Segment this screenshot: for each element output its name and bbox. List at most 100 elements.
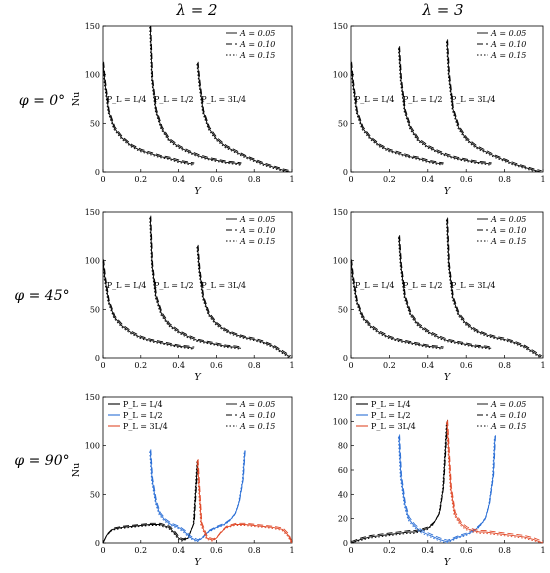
- series-legend-label: P_L = L/4: [123, 400, 163, 409]
- x-axis-label: Y: [444, 186, 452, 197]
- row-title-phi-0: φ = 0°: [19, 93, 65, 109]
- x-tick-label: 0.2: [383, 361, 396, 370]
- series-line-3-style-1: [197, 460, 293, 544]
- curve-annotation: P_L = 3L/4: [201, 281, 246, 290]
- y-tick-label: 50: [338, 119, 348, 128]
- x-tick-label: 0.6: [210, 175, 223, 184]
- row-title-phi-90: φ = 90°: [14, 453, 69, 469]
- y-tick-label: 50: [90, 119, 100, 128]
- x-tick-label: 0: [100, 546, 105, 555]
- y-tick-label: 80: [338, 442, 348, 451]
- series-line-3-style-2: [197, 61, 291, 172]
- x-tick-label: 1: [540, 175, 545, 184]
- series-line-1-style-1: [350, 260, 444, 349]
- series-line-1-style-2: [351, 61, 444, 164]
- y-tick-label: 100: [333, 257, 348, 266]
- legend-label: A = 0.10: [239, 40, 275, 49]
- plot-frame: [350, 211, 544, 359]
- plot-frame: [102, 25, 293, 173]
- curve-annotation: P_L = L/4: [107, 95, 147, 104]
- legend-label: A = 0.05: [239, 400, 275, 409]
- y-tick-label: 50: [90, 305, 100, 314]
- series-line-3-style-2: [197, 459, 293, 542]
- series-line-3-style-2: [447, 39, 542, 172]
- x-tick-label: 0.4: [172, 361, 185, 370]
- row-title-phi-45: φ = 45°: [14, 288, 69, 304]
- series-line-3-style-3: [445, 422, 543, 544]
- y-tick-label: 150: [333, 22, 348, 31]
- series-line-1-style-3: [102, 461, 198, 544]
- x-tick-label: 1: [540, 361, 545, 370]
- column-title-lambda-2: λ = 2: [175, 1, 217, 19]
- plot-frame: [102, 211, 293, 359]
- y-tick-label: 150: [85, 393, 100, 402]
- x-tick-label: 0.2: [134, 546, 147, 555]
- series-line-2-style-3: [397, 437, 495, 544]
- series-legend-label: P_L = L/2: [371, 411, 411, 420]
- y-axis-label: Nu: [71, 92, 82, 106]
- x-tick-label: 0: [348, 546, 353, 555]
- legend-label: A = 0.10: [239, 226, 275, 235]
- series-line-3-style-1: [446, 218, 542, 358]
- curve-annotation: P_L = L/4: [355, 95, 395, 104]
- series-line-2-style-1: [398, 435, 496, 543]
- curve-annotation: P_L = 3L/4: [201, 95, 246, 104]
- series-line-3-style-3: [445, 41, 541, 173]
- x-tick-label: 0.4: [421, 546, 434, 555]
- x-tick-label: 0.4: [172, 546, 185, 555]
- series-line-1-style-2: [103, 61, 195, 164]
- x-axis-label: Y: [194, 372, 202, 383]
- legend-label: A = 0.15: [490, 422, 526, 431]
- x-axis-label: Y: [444, 372, 452, 383]
- series-line-2-style-3: [149, 451, 245, 543]
- legend-label: A = 0.10: [239, 411, 275, 420]
- legend-label: A = 0.15: [239, 51, 275, 60]
- legend-label: A = 0.15: [239, 422, 275, 431]
- x-tick-label: 0: [348, 361, 353, 370]
- x-tick-label: 0.8: [248, 361, 261, 370]
- legend-label: A = 0.10: [490, 40, 526, 49]
- series-line-2-style-3: [149, 26, 241, 166]
- x-tick-label: 1: [289, 175, 294, 184]
- series-line-3-style-2: [197, 244, 291, 357]
- y-tick-label: 100: [85, 257, 100, 266]
- y-tick-label: 150: [85, 208, 100, 217]
- column-title-lambda-3: λ = 3: [421, 1, 463, 19]
- chart-panel-4: 0 0.2 0.4 0.6 0.8 1 0 50 100 150 Y A = 0.05 A = 0.10…: [333, 208, 546, 383]
- series-line-2-style-2: [150, 215, 242, 348]
- y-tick-label: 100: [333, 417, 348, 426]
- curve-annotation: P_L = L/2: [154, 95, 194, 104]
- plot-frame: [102, 396, 293, 544]
- legend-label: A = 0.15: [490, 51, 526, 60]
- x-tick-label: 0.8: [498, 546, 511, 555]
- series-line-2-style-1: [149, 216, 242, 349]
- series-legend-label: P_L = L/2: [123, 411, 163, 420]
- curve-annotation: P_L = 3L/4: [451, 95, 496, 104]
- x-tick-label: 0.8: [498, 175, 511, 184]
- y-tick-label: 0: [343, 539, 348, 548]
- x-axis-label: Y: [194, 557, 202, 568]
- series-line-3-style-1: [446, 40, 542, 173]
- y-tick-label: 20: [338, 515, 348, 524]
- legend-label: A = 0.05: [490, 215, 526, 224]
- series-line-2-style-2: [150, 449, 246, 541]
- series-line-3-style-2: [447, 419, 544, 542]
- y-tick-label: 60: [338, 466, 348, 475]
- series-line-1-style-2: [351, 419, 449, 542]
- chart-panel-3: 0 0.2 0.4 0.6 0.8 1 0 50 100 150 Y A = 0.05 A = 0.10…: [85, 208, 295, 383]
- y-tick-label: 0: [95, 354, 100, 363]
- curve-annotation: P_L = L/2: [403, 95, 443, 104]
- series-legend-label: P_L = 3L/4: [371, 422, 416, 431]
- x-tick-label: 0.2: [383, 175, 396, 184]
- y-tick-label: 0: [343, 354, 348, 363]
- legend-label: A = 0.15: [490, 237, 526, 246]
- x-tick-label: 0.4: [172, 175, 185, 184]
- series-line-3-style-2: [447, 217, 542, 357]
- x-tick-label: 1: [289, 361, 294, 370]
- y-tick-label: 150: [85, 22, 100, 31]
- series-line-1-style-3: [350, 422, 447, 544]
- x-tick-label: 0.6: [460, 546, 473, 555]
- x-tick-label: 0.2: [134, 361, 147, 370]
- series-line-1-style-1: [102, 62, 194, 165]
